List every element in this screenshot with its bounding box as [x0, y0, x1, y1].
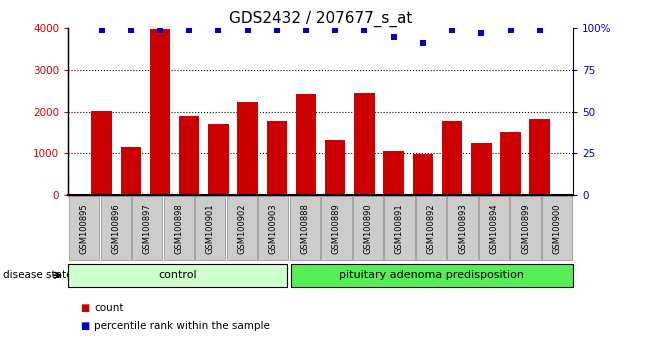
Point	[271, 27, 282, 33]
Bar	[442, 121, 462, 195]
Bar	[150, 29, 170, 195]
Point	[301, 27, 311, 33]
Text: GSM100889: GSM100889	[332, 203, 341, 254]
Text: GSM100893: GSM100893	[458, 203, 467, 254]
Point	[447, 27, 457, 33]
Text: GSM100897: GSM100897	[143, 203, 152, 254]
Bar	[325, 140, 346, 195]
Bar	[529, 119, 550, 195]
Point	[330, 27, 340, 33]
Text: GSM100900: GSM100900	[553, 203, 562, 253]
Point	[213, 27, 223, 33]
Text: GSM100890: GSM100890	[363, 203, 372, 254]
Text: GSM100903: GSM100903	[269, 203, 278, 254]
Point	[126, 27, 136, 33]
Text: GSM100891: GSM100891	[395, 203, 404, 254]
Point	[418, 40, 428, 46]
Text: GSM100898: GSM100898	[174, 203, 183, 254]
Point	[476, 30, 486, 36]
Bar	[413, 154, 433, 195]
Bar	[91, 111, 112, 195]
Point	[184, 27, 195, 33]
Point	[242, 27, 253, 33]
Point	[505, 27, 516, 33]
Text: ■: ■	[80, 303, 89, 313]
Text: GSM100895: GSM100895	[79, 203, 89, 254]
Bar	[471, 143, 492, 195]
Bar	[354, 93, 375, 195]
Bar	[208, 124, 229, 195]
Text: control: control	[158, 270, 197, 280]
Text: GSM100902: GSM100902	[237, 203, 246, 253]
Text: GSM100901: GSM100901	[206, 203, 215, 253]
Point	[534, 27, 545, 33]
Point	[155, 27, 165, 33]
Bar	[296, 94, 316, 195]
Text: pituitary adenoma predisposition: pituitary adenoma predisposition	[339, 270, 525, 280]
Point	[389, 34, 399, 40]
Bar	[238, 102, 258, 195]
Point	[96, 27, 107, 33]
Text: GSM100892: GSM100892	[426, 203, 436, 254]
Bar	[383, 150, 404, 195]
Bar	[500, 132, 521, 195]
Text: disease state: disease state	[3, 270, 73, 280]
Text: GSM100894: GSM100894	[490, 203, 499, 254]
Text: GSM100899: GSM100899	[521, 203, 530, 254]
Text: ■: ■	[80, 321, 89, 331]
Title: GDS2432 / 207677_s_at: GDS2432 / 207677_s_at	[229, 11, 412, 27]
Text: count: count	[94, 303, 124, 313]
Text: percentile rank within the sample: percentile rank within the sample	[94, 321, 270, 331]
Text: GSM100888: GSM100888	[300, 203, 309, 254]
Text: GSM100896: GSM100896	[111, 203, 120, 254]
Bar	[179, 116, 199, 195]
Point	[359, 27, 370, 33]
Bar	[120, 147, 141, 195]
Bar	[266, 121, 287, 195]
